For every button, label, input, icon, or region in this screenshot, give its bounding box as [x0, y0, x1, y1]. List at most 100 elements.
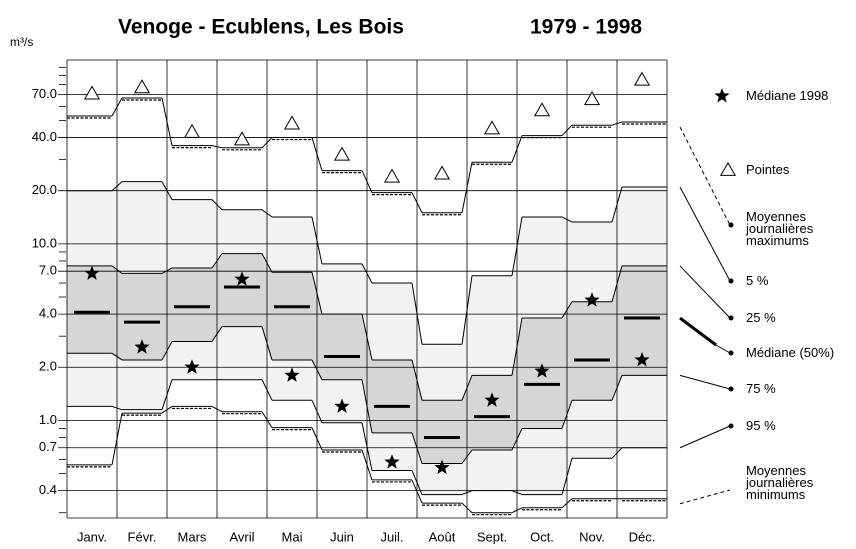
- step-connector: [261, 379, 273, 401]
- step-connector: [311, 400, 323, 423]
- band: [572, 301, 612, 401]
- legend-leader: [679, 126, 731, 226]
- step-connector: [561, 216, 573, 223]
- step-connector: [111, 352, 123, 361]
- legend-label: 75 %: [746, 381, 776, 396]
- peak-marker: [533, 102, 551, 117]
- step-connector: [261, 411, 273, 428]
- step-connector: [561, 400, 573, 429]
- peak-marker: [633, 71, 651, 86]
- star-marker: [534, 363, 550, 378]
- step-connector: [161, 341, 173, 361]
- x-tick-label: Nov.: [579, 529, 605, 544]
- step-connector: [311, 272, 323, 315]
- star-marker: [334, 398, 350, 413]
- band: [372, 359, 412, 433]
- step-connector: [411, 359, 423, 401]
- legend-label: 5 %: [746, 273, 769, 288]
- step-connector: [261, 253, 273, 273]
- legend-dot: [728, 423, 734, 429]
- peak-marker: [383, 168, 401, 183]
- legend-label: Médiane 1998: [746, 88, 829, 103]
- step-connector: [411, 470, 423, 495]
- step-connector: [261, 137, 273, 149]
- chart-title: Venoge - Ecublens, Les Bois: [118, 16, 404, 39]
- legend-dot: [728, 386, 734, 392]
- step-connector: [311, 427, 323, 451]
- y-tick-label: 4.0: [39, 306, 57, 321]
- step-connector: [161, 406, 173, 414]
- step-connector: [161, 97, 173, 146]
- y-tick-label: 1.0: [39, 412, 57, 427]
- legend-dot: [728, 222, 734, 228]
- legend-leader: [679, 186, 731, 282]
- period: 1979 - 1998: [530, 16, 642, 39]
- step-connector: [561, 301, 573, 319]
- step-connector: [461, 490, 473, 496]
- y-tick-label: 7.0: [39, 263, 57, 278]
- step-connector: [361, 449, 373, 481]
- step-connector: [461, 502, 473, 514]
- step-connector: [361, 263, 373, 284]
- step-connector: [361, 314, 373, 361]
- step-connector: [461, 275, 473, 345]
- legend-dot: [728, 278, 734, 284]
- band: [172, 267, 212, 342]
- step-connector: [561, 124, 573, 137]
- legend-star: [714, 88, 730, 103]
- legend-leader: [679, 425, 731, 449]
- legend-dot: [728, 350, 734, 356]
- legend-label: Pointes: [746, 162, 790, 177]
- x-tick-label: Oct.: [530, 529, 554, 544]
- peak-marker: [483, 120, 501, 135]
- legend-label: Moyennes journalières minimums: [746, 463, 814, 502]
- star-marker: [384, 454, 400, 469]
- x-tick-label: Déc.: [629, 529, 656, 544]
- step-connector: [511, 216, 523, 276]
- band: [272, 272, 312, 360]
- legend-label: Moyennes journalières maximums: [746, 209, 814, 248]
- star-marker: [84, 265, 100, 280]
- star-marker: [484, 392, 500, 407]
- step-connector: [461, 162, 473, 213]
- y-tick-label: 70.0: [32, 86, 57, 101]
- step-connector: [611, 186, 623, 223]
- band: [67, 265, 112, 354]
- step-connector: [511, 490, 523, 496]
- y-tick-label: 40.0: [32, 129, 57, 144]
- step-connector: [411, 192, 423, 213]
- step-connector: [411, 432, 423, 464]
- step-connector: [311, 137, 323, 171]
- step-connector: [361, 170, 373, 193]
- peak-marker: [183, 123, 201, 138]
- step-connector: [511, 135, 523, 163]
- step-connector: [511, 317, 523, 376]
- step-connector: [111, 405, 123, 411]
- star-marker: [134, 339, 150, 354]
- step-connector: [461, 375, 473, 401]
- peak-marker: [333, 146, 351, 161]
- star-marker: [434, 459, 450, 475]
- step-connector: [111, 181, 123, 192]
- x-tick-label: Mai: [282, 529, 303, 544]
- step-connector: [361, 379, 373, 433]
- x-tick-label: Août: [429, 529, 456, 544]
- step-connector: [311, 359, 323, 380]
- step-connector: [411, 282, 423, 345]
- band: [322, 314, 362, 380]
- peak-marker: [83, 85, 101, 100]
- legend-label: 25 %: [746, 310, 776, 325]
- x-tick-label: Févr.: [128, 529, 157, 544]
- star-marker: [634, 351, 650, 367]
- y-unit: m³/s: [10, 35, 33, 49]
- star-marker: [284, 367, 300, 382]
- x-tick-label: Sept.: [477, 529, 507, 544]
- step-connector: [261, 326, 273, 361]
- legend-leader-thick: [679, 316, 717, 347]
- star-marker: [584, 292, 600, 307]
- legend-triangle: [719, 161, 737, 176]
- x-tick-label: Avril: [229, 529, 254, 544]
- legend-label: Médiane (50%): [746, 345, 835, 360]
- band: [222, 253, 262, 327]
